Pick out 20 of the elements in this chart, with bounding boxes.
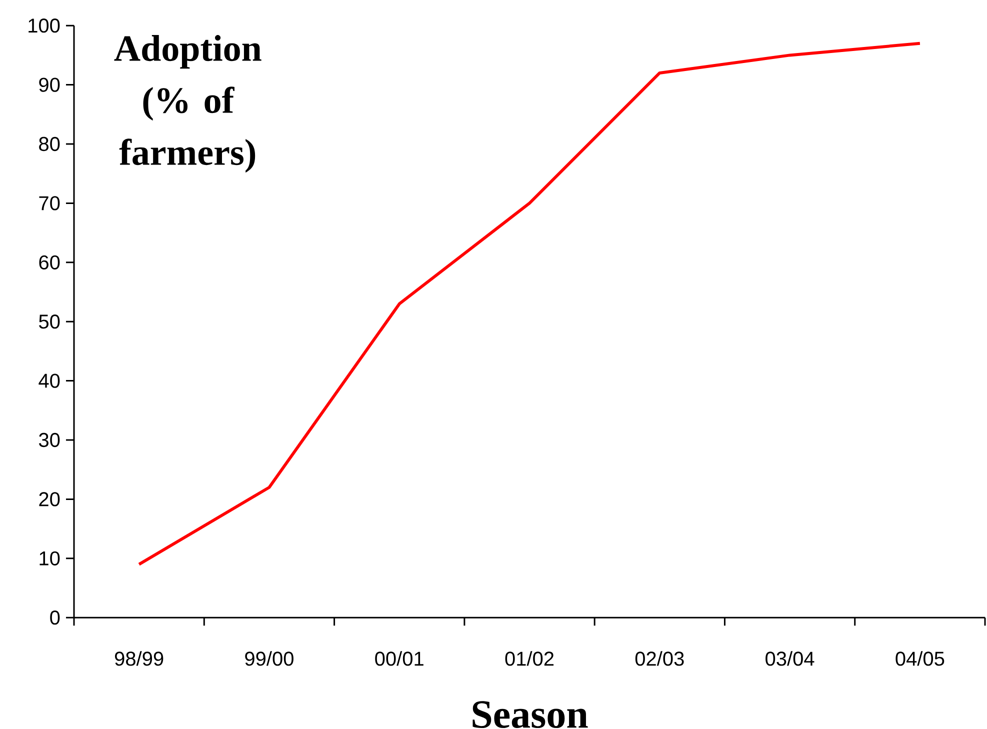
y-tick-label: 20 [39, 492, 60, 506]
x-tick-label: 01/02 [505, 651, 554, 666]
x-tick-label: 00/01 [375, 651, 424, 666]
x-tick-label: 99/00 [245, 651, 294, 666]
y-tick-label: 90 [39, 78, 60, 92]
y-tick-label: 80 [39, 136, 60, 152]
y-axis-title: Adoption (% of farmers) [114, 35, 262, 173]
x-tick-label: 02/03 [635, 651, 684, 666]
y-tick-label: 100 [28, 18, 60, 33]
y-tick-label: 70 [39, 196, 60, 210]
x-tick-label: 98/99 [114, 651, 164, 666]
x-tick-label: 03/04 [766, 651, 814, 666]
x-tick-label: 04/05 [896, 651, 944, 666]
x-axis-title: Season [472, 701, 588, 728]
y-tick-label: 40 [38, 374, 60, 388]
y-tick-label: 50 [39, 314, 60, 329]
y-tick-label: 10 [40, 551, 60, 566]
y-tick-label: 60 [39, 255, 60, 270]
y-tick-label: 0 [50, 610, 60, 625]
y-tick-label: 30 [38, 432, 60, 448]
